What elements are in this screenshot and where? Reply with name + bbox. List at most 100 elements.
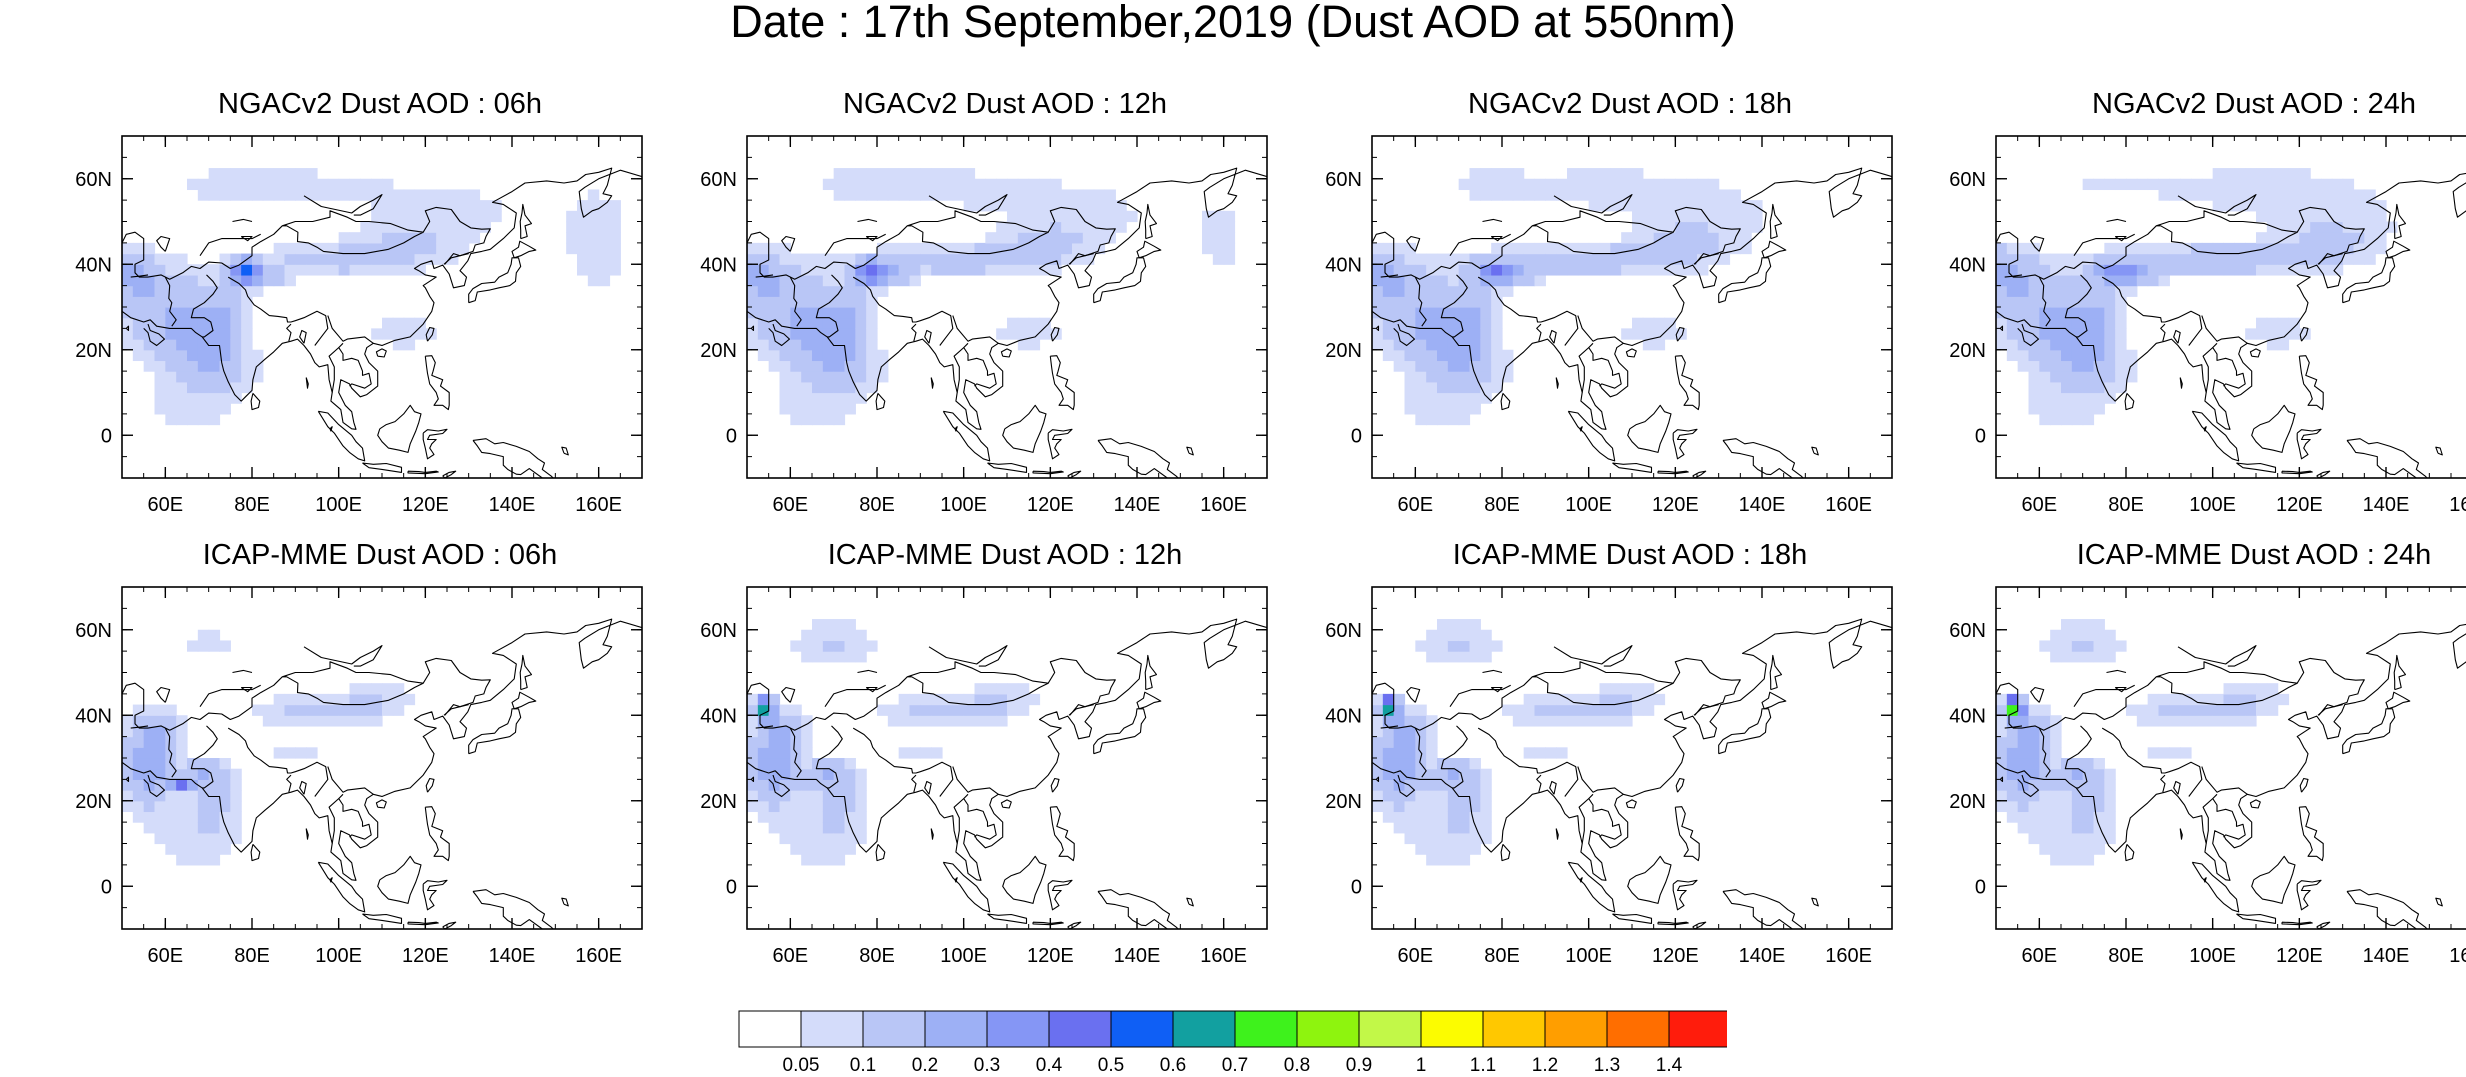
x-tick-label: 100E [2189, 945, 2236, 967]
coastlines [1996, 623, 2466, 929]
y-tick-label: 60N [1949, 169, 1986, 191]
y-tick-label: 40N [75, 705, 112, 727]
x-tick-label: 80E [1484, 945, 1520, 967]
x-tick-label: 160E [1825, 494, 1872, 516]
aod-shading [747, 168, 1236, 426]
panel-title: ICAP-MME Dust AOD : 06h [202, 539, 558, 571]
x-tick-label: 160E [1200, 494, 1247, 516]
colorbar-label: 0.1 [850, 1055, 876, 1072]
map-plot: 60E 80E 100E 120E 140E 160E 0 20N 40N 60N [75, 135, 643, 516]
x-tick-label: 60E [1398, 945, 1434, 967]
colorbar-box [1234, 1010, 1298, 1048]
y-tick-label: 40N [1325, 254, 1362, 276]
colorbar-label: 1.3 [1594, 1055, 1620, 1072]
y-tick-label: 0 [726, 876, 737, 898]
map-plot: 60E 80E 100E 120E 140E 160E 0 20N 40N 60N [1949, 586, 2466, 967]
x-tick-label: 140E [1114, 494, 1161, 516]
coastlines [1996, 172, 2466, 478]
colorbar-box [1668, 1010, 1732, 1048]
y-tick-label: 20N [700, 340, 737, 362]
panel-title: NGACv2 Dust AOD : 06h [218, 88, 542, 120]
y-tick-label: 60N [1325, 620, 1362, 642]
x-tick-label: 60E [773, 494, 809, 516]
x-tick-label: 160E [1200, 945, 1247, 967]
x-tick-label: 120E [1652, 494, 1699, 516]
aod-shading [747, 619, 1041, 866]
aod-shading [1372, 619, 1666, 866]
colorbar-box [1048, 1010, 1112, 1048]
x-tick-label: 80E [859, 945, 895, 967]
coastlines [1372, 167, 1892, 478]
x-tick-label: 120E [1027, 494, 1074, 516]
map-panel: ICAP-MME Dust AOD : 06h 60E 80E 100E 120E 140… [62, 537, 688, 967]
map-panel: ICAP-MME Dust AOD : 12h 60E 80E 100E 120E 140… [687, 537, 1313, 967]
x-tick-label: 120E [2276, 945, 2323, 967]
x-tick-label: 120E [1027, 945, 1074, 967]
y-tick-label: 60N [700, 620, 737, 642]
map-plot: 60E 80E 100E 120E 140E 160E 0 20N 40N 60N [700, 135, 1268, 516]
map-panel: NGACv2 Dust AOD : 24h 60E 80E 100E 120E 140E 1… [1936, 86, 2466, 516]
x-tick-label: 60E [148, 494, 184, 516]
colorbar-box [862, 1010, 926, 1048]
x-tick-label: 140E [2363, 945, 2410, 967]
colorbar-box [1172, 1010, 1236, 1048]
map-plot: 60E 80E 100E 120E 140E 160E 0 20N 40N 60N [1949, 135, 2466, 516]
coastlines [122, 167, 642, 478]
colorbar: 0.05 0.1 0.2 0.3 0.4 0.5 0.6 0.7 0.8 0.9 1 1.1 1.2 1.… [737, 1010, 1732, 1076]
map-plot: 60E 80E 100E 120E 140E 160E 0 20N 40N 60N [700, 586, 1268, 967]
figure-title: Date : 17th September,2019 (Dust AOD at … [730, 0, 1736, 47]
y-tick-label: 20N [75, 791, 112, 813]
y-tick-label: 0 [101, 425, 112, 447]
x-tick-label: 140E [1114, 945, 1161, 967]
map-plot: 60E 80E 100E 120E 140E 160E 0 20N 40N 60N [75, 586, 643, 967]
colorbar-box [1420, 1010, 1484, 1048]
y-tick-label: 40N [75, 254, 112, 276]
map-panel: NGACv2 Dust AOD : 12h 60E 80E 100E 120E 140E 1… [687, 86, 1313, 516]
coastlines [1372, 618, 1892, 929]
y-tick-label: 0 [726, 425, 737, 447]
aod-shading [122, 629, 416, 866]
y-tick-label: 0 [1975, 425, 1986, 447]
x-tick-label: 160E [575, 945, 622, 967]
x-tick-label: 60E [773, 945, 809, 967]
map-plot: 60E 80E 100E 120E 140E 160E 0 20N 40N 60N [1325, 135, 1893, 516]
y-tick-label: 20N [1949, 791, 1986, 813]
x-tick-label: 100E [940, 945, 987, 967]
colorbar-label: 1.1 [1470, 1055, 1496, 1072]
coastlines [747, 618, 1267, 929]
y-tick-label: 40N [700, 254, 737, 276]
x-tick-label: 80E [234, 945, 270, 967]
colorbar-box [986, 1010, 1050, 1048]
aod-shading [122, 168, 621, 426]
colorbar-label: 0.05 [783, 1055, 820, 1072]
colorbar-box [1606, 1010, 1670, 1048]
map-panel: NGACv2 Dust AOD : 06h 60E 80E 100E 120E 140E 1… [62, 86, 688, 516]
x-tick-label: 100E [315, 945, 362, 967]
y-tick-label: 0 [1351, 876, 1362, 898]
colorbar-label: 0.4 [1036, 1055, 1063, 1072]
y-tick-label: 0 [1975, 876, 1986, 898]
y-tick-label: 40N [700, 705, 737, 727]
x-tick-label: 80E [859, 494, 895, 516]
colorbar-label: 1 [1416, 1055, 1427, 1072]
y-tick-label: 60N [75, 620, 112, 642]
x-tick-label: 120E [402, 945, 449, 967]
panel-title: NGACv2 Dust AOD : 24h [2092, 88, 2416, 120]
map-panel: ICAP-MME Dust AOD : 18h 60E 80E 100E 120E 140… [1312, 537, 1938, 967]
colorbar-box [924, 1010, 988, 1048]
x-tick-label: 120E [402, 494, 449, 516]
x-tick-label: 60E [1398, 494, 1434, 516]
x-tick-label: 60E [148, 945, 184, 967]
colorbar-label: 1.4 [1656, 1055, 1683, 1072]
x-tick-label: 140E [1739, 494, 1786, 516]
aod-shading [1996, 168, 2398, 426]
colorbar-box [1482, 1010, 1546, 1048]
x-tick-label: 120E [2276, 494, 2323, 516]
colorbar-label: 0.7 [1222, 1055, 1248, 1072]
y-tick-label: 0 [1351, 425, 1362, 447]
x-tick-label: 100E [315, 494, 362, 516]
y-tick-label: 20N [75, 340, 112, 362]
colorbar-box [1544, 1010, 1608, 1048]
x-tick-label: 160E [575, 494, 622, 516]
